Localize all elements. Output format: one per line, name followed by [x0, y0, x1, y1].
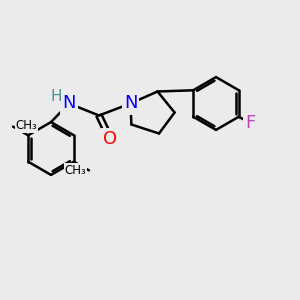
- Text: N: N: [124, 94, 137, 112]
- Text: O: O: [103, 130, 118, 148]
- Text: F: F: [245, 115, 256, 133]
- Text: CH₃: CH₃: [65, 164, 86, 177]
- Text: H: H: [51, 89, 62, 104]
- Text: CH₃: CH₃: [16, 119, 37, 132]
- Text: N: N: [62, 94, 76, 112]
